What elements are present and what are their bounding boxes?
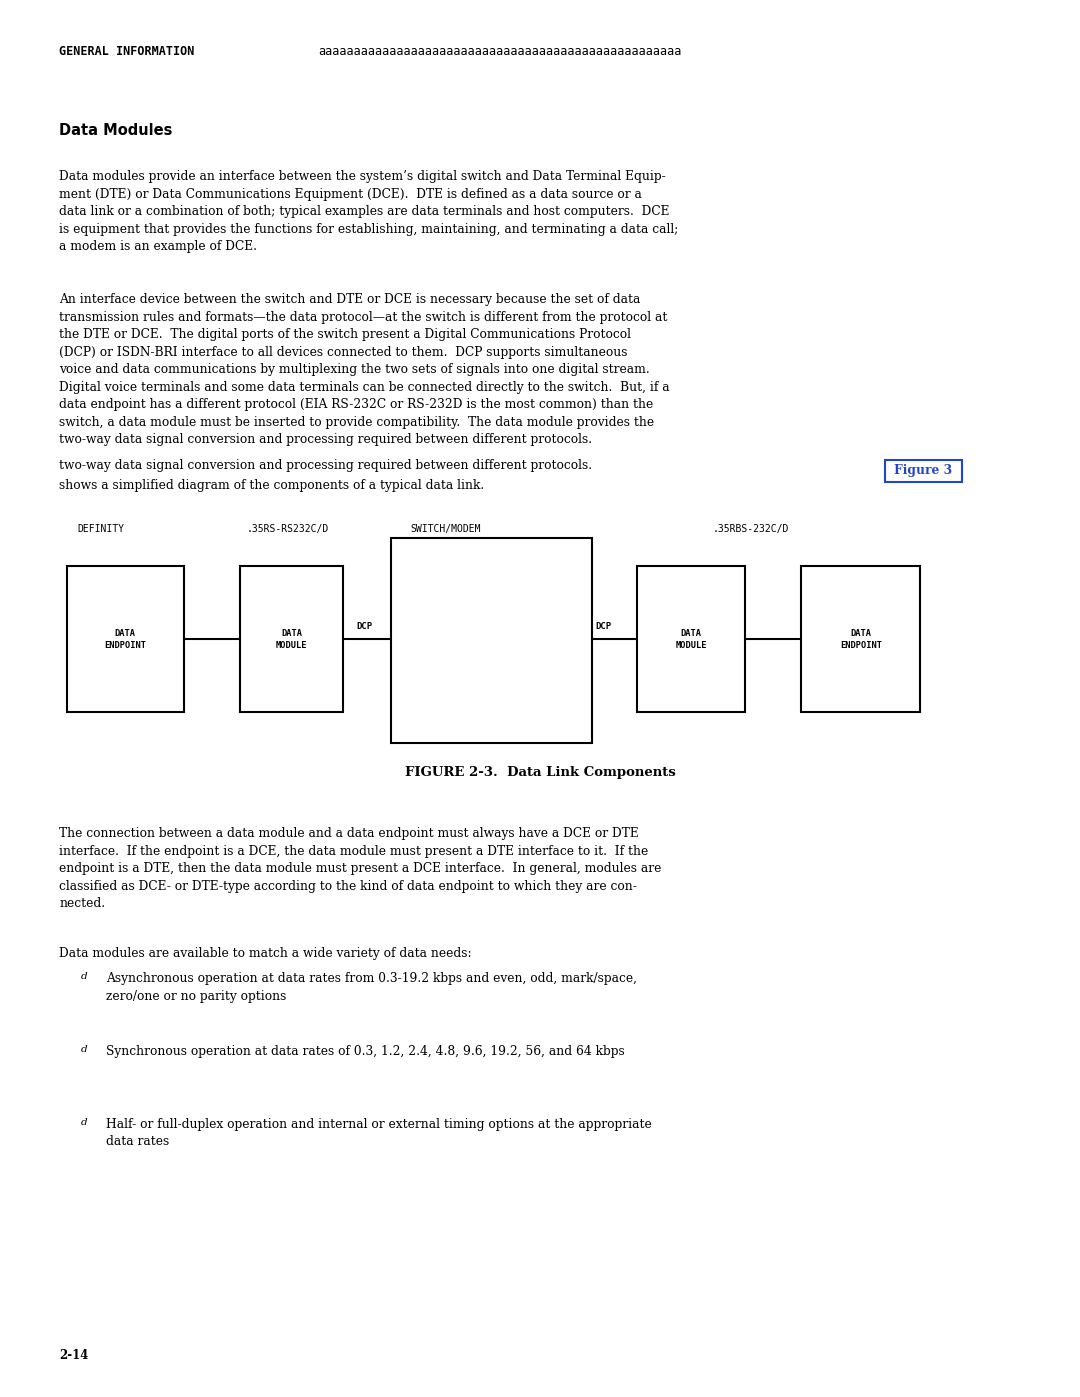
Bar: [391, 538, 592, 743]
Text: aaaaaaaaaaaaaaaaaaaaaaaaaaaaaaaaaaaaaaaaaaaaaaaaaaa: aaaaaaaaaaaaaaaaaaaaaaaaaaaaaaaaaaaaaaaa…: [319, 45, 681, 57]
Text: Data modules provide an interface between the system’s digital switch and Data T: Data modules provide an interface betwee…: [59, 170, 678, 253]
Bar: [67, 566, 184, 712]
Text: Synchronous operation at data rates of 0.3, 1.2, 2.4, 4.8, 9.6, 19.2, 56, and 64: Synchronous operation at data rates of 0…: [106, 1045, 624, 1058]
Text: shows a simplified diagram of the components of a typical data link.: shows a simplified diagram of the compon…: [59, 479, 485, 493]
Text: GENERAL INFORMATION: GENERAL INFORMATION: [59, 45, 194, 57]
Text: Data modules are available to match a wide variety of data needs:: Data modules are available to match a wi…: [59, 947, 472, 960]
Bar: [885, 460, 962, 482]
Text: d: d: [81, 972, 87, 981]
Text: d: d: [81, 1118, 87, 1126]
Text: DCP: DCP: [595, 622, 611, 631]
Text: Asynchronous operation at data rates from 0.3-19.2 kbps and even, odd, mark/spac: Asynchronous operation at data rates fro…: [106, 972, 637, 1003]
Bar: [637, 566, 745, 712]
Text: SWITCH/MODEM: SWITCH/MODEM: [410, 524, 481, 534]
Text: DATA
MODULE: DATA MODULE: [275, 629, 308, 650]
Text: DATA
ENDPOINT: DATA ENDPOINT: [840, 629, 881, 650]
Text: DCP: DCP: [356, 622, 373, 631]
Text: d: d: [81, 1045, 87, 1053]
Text: two-way data signal conversion and processing required between different protoco: two-way data signal conversion and proce…: [59, 458, 600, 472]
Text: .35RBS-232C/D: .35RBS-232C/D: [713, 524, 789, 534]
Bar: [240, 566, 343, 712]
Text: The connection between a data module and a data endpoint must always have a DCE : The connection between a data module and…: [59, 827, 662, 909]
Text: .35RS-RS232C/D: .35RS-RS232C/D: [246, 524, 328, 534]
Bar: [801, 566, 920, 712]
Text: 2-14: 2-14: [59, 1350, 89, 1362]
Text: DEFINITY: DEFINITY: [78, 524, 125, 534]
Text: Figure 3: Figure 3: [894, 464, 953, 478]
Text: DATA
MODULE: DATA MODULE: [675, 629, 707, 650]
Text: DATA
ENDPOINT: DATA ENDPOINT: [105, 629, 146, 650]
Text: An interface device between the switch and DTE or DCE is necessary because the s: An interface device between the switch a…: [59, 293, 670, 447]
Text: FIGURE 2-3.  Data Link Components: FIGURE 2-3. Data Link Components: [405, 766, 675, 778]
Text: Data Modules: Data Modules: [59, 123, 173, 138]
Text: Half- or full-duplex operation and internal or external timing options at the ap: Half- or full-duplex operation and inter…: [106, 1118, 651, 1148]
